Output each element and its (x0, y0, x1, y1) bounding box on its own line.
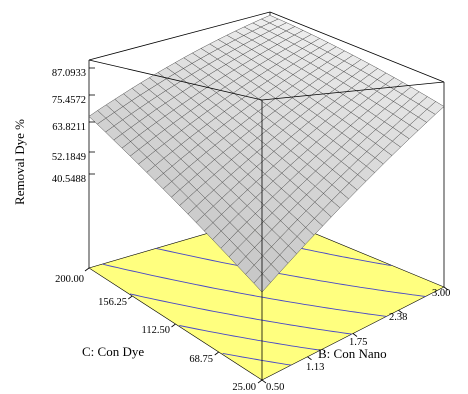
y-axis-label: C: Con Dye (82, 344, 144, 359)
z-tick-label-1: 52.1849 (52, 152, 86, 163)
contour-line (129, 293, 352, 335)
y-tick-label-0: 25.00 (232, 382, 256, 393)
y-tick-label-4: 200.00 (55, 274, 84, 285)
y-tick-2 (171, 323, 176, 328)
x-tick-3 (398, 309, 403, 314)
contour-line (155, 247, 426, 297)
y-tick-1 (214, 351, 219, 356)
z-tick-label-0: 40.5488 (52, 174, 86, 185)
z-tick-label-2: 63.8211 (52, 122, 86, 133)
y-tick-0 (257, 379, 263, 384)
box-edge-top-back-right (269, 11, 445, 83)
x-tick-label-0: 0.50 (266, 382, 284, 393)
z-tick-label-3: 75.4572 (52, 95, 86, 106)
y-tick-label-3: 156.25 (98, 297, 127, 308)
axis-ticks (84, 67, 449, 384)
x-tick-label-4: 3.00 (432, 288, 450, 299)
x-tick-1 (307, 356, 312, 361)
contour-lines (102, 229, 426, 366)
y-tick-4 (84, 267, 90, 272)
contour-line (102, 263, 387, 317)
response-surface (88, 15, 445, 293)
x-tick-label-3: 2.38 (389, 312, 407, 323)
plot-box-front (88, 59, 445, 380)
y-tick-label-1: 68.75 (189, 354, 213, 365)
x-tick-4 (443, 286, 449, 291)
box-edge-top-back-left (88, 11, 271, 61)
z-tick-label-4: 87.0933 (52, 68, 86, 79)
x-tick-label-1: 1.13 (306, 362, 324, 373)
box-edge-top-front-right (261, 81, 445, 101)
z-axis-label: Removal Dye % (12, 119, 27, 205)
y-tick-3 (128, 295, 133, 300)
contour-line (179, 325, 321, 351)
x-tick-0 (261, 379, 267, 384)
y-tick-label-2: 112.50 (142, 325, 171, 336)
contour-line (222, 352, 292, 366)
surface-cell (426, 101, 445, 115)
x-axis-label: B: Con Nano (318, 346, 387, 361)
box-edge-top-front-left (88, 59, 263, 101)
x-tick-label-2: 1.75 (349, 337, 367, 348)
x-tick-2 (352, 333, 358, 337)
